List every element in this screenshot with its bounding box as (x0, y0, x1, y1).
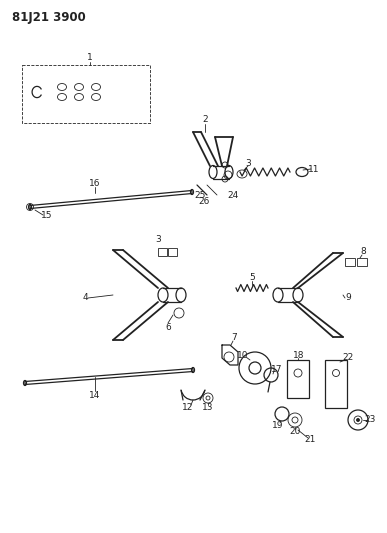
Text: 10: 10 (237, 351, 249, 359)
Text: 8: 8 (360, 247, 366, 256)
Text: 23: 23 (364, 416, 376, 424)
Text: 22: 22 (342, 353, 354, 362)
Text: 26: 26 (198, 198, 210, 206)
Text: 21: 21 (304, 435, 316, 445)
Bar (357, 258, 367, 266)
Text: 9: 9 (345, 294, 351, 303)
Circle shape (356, 418, 360, 422)
Text: 3: 3 (245, 158, 251, 167)
Text: 20: 20 (289, 427, 301, 437)
Text: 4: 4 (82, 294, 88, 303)
Text: 6: 6 (165, 324, 171, 333)
Text: 16: 16 (89, 179, 101, 188)
Text: 24: 24 (228, 190, 239, 199)
Bar (287, 360, 309, 398)
Text: 2: 2 (202, 116, 208, 125)
Bar (168, 248, 177, 256)
Text: 25: 25 (194, 190, 205, 199)
Text: 11: 11 (308, 165, 320, 174)
Text: 13: 13 (202, 403, 214, 413)
Text: 5: 5 (249, 273, 255, 282)
Text: 7: 7 (231, 334, 237, 343)
Text: 14: 14 (89, 391, 101, 400)
Text: 12: 12 (182, 403, 194, 413)
Bar (345, 258, 355, 266)
Text: 17: 17 (271, 365, 283, 374)
Bar (22, 65, 150, 123)
Text: 19: 19 (272, 422, 284, 431)
Bar (325, 360, 347, 408)
Text: 15: 15 (41, 212, 53, 221)
Text: 18: 18 (293, 351, 305, 359)
Text: 81J21 3900: 81J21 3900 (12, 12, 86, 25)
Text: 1: 1 (87, 52, 93, 61)
Bar (158, 248, 167, 256)
Text: 3: 3 (155, 235, 161, 244)
